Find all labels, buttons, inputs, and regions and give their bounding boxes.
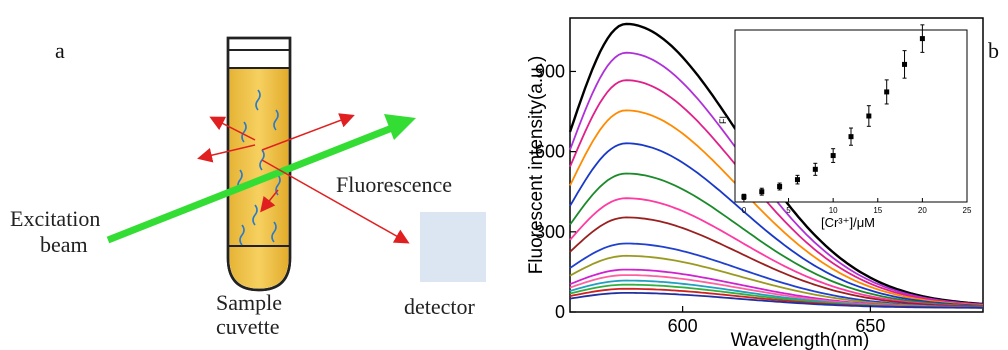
spectrum-line-16	[569, 292, 983, 309]
y-axis-label: Fluorescent intensity(a.u.)	[526, 56, 547, 275]
y-axis-ticks: 0 300 600 900	[535, 61, 576, 322]
spectrum-line-7	[569, 197, 984, 308]
inset-point	[741, 194, 747, 200]
spectrum-line-4	[569, 109, 984, 307]
spectrum-line-8	[569, 216, 984, 308]
inset-point	[794, 177, 800, 183]
fluorescence-label: Fluorescence	[336, 172, 453, 197]
inset-point	[759, 189, 765, 195]
inset-point	[902, 61, 908, 67]
sample-label-line2: cuvette	[216, 314, 280, 339]
inset-point	[812, 166, 818, 172]
sample-cuvette	[226, 36, 292, 292]
inset-point	[884, 89, 890, 95]
inset-point	[919, 36, 925, 42]
spectrum-line-5	[569, 142, 984, 307]
inset-x-tick-label: 0	[742, 206, 747, 215]
fluorescence-emission-arrows	[197, 113, 410, 244]
fluorescence-setup-diagram: a	[10, 36, 486, 339]
excitation-label-line2: beam	[40, 232, 88, 257]
inset-x-tick-label: 15	[873, 206, 882, 215]
inset-point	[830, 153, 836, 159]
inset-x-tick-label: 10	[829, 206, 838, 215]
inset-y-label: FI	[718, 116, 728, 124]
x-axis-label: Wavelength(nm)	[731, 330, 870, 350]
panel-label-a: a	[55, 38, 65, 63]
detector-box	[420, 212, 486, 282]
x-axis-ticks: 600 650	[668, 306, 885, 336]
inset-point	[777, 184, 783, 190]
spectrum-line-3	[569, 79, 984, 306]
x-tick-label: 650	[855, 316, 885, 336]
excitation-label-line1: Excitation	[10, 206, 101, 231]
excitation-beam-arrow	[106, 114, 416, 244]
y-tick-label: 900	[535, 61, 565, 81]
emission-spectra-chart: b 600 650 0 300 600 900 Wavelength(nm) Fluor…	[520, 0, 1008, 350]
inset-x-tick-label: 20	[918, 206, 927, 215]
spectrum-line-6	[569, 172, 984, 307]
inset-plot: 0 5 10 15 20 25 [Cr³⁺]/μM FI	[718, 24, 972, 230]
panel-label-b: b	[988, 38, 999, 63]
inset-x-tick-label: 25	[963, 206, 972, 215]
inset-point	[866, 113, 872, 119]
inset-x-ticks: 0 5 10 15 20 25	[742, 198, 972, 215]
inset-point	[848, 134, 854, 140]
y-tick-label: 600	[535, 142, 565, 162]
setup-drawing	[106, 36, 486, 292]
y-tick-label: 0	[555, 302, 565, 322]
inset-x-label: [Cr³⁺]/μM	[821, 215, 875, 230]
inset-frame	[734, 29, 968, 203]
x-tick-label: 600	[668, 316, 698, 336]
detector-label: detector	[404, 294, 475, 319]
inset-x-tick-label: 5	[786, 206, 791, 215]
y-tick-label: 300	[535, 222, 565, 242]
sample-label-line1: Sample	[216, 290, 282, 315]
spectra-plot: 600 650 0 300 600 900 Wavelength(nm) Fluores…	[526, 17, 984, 350]
